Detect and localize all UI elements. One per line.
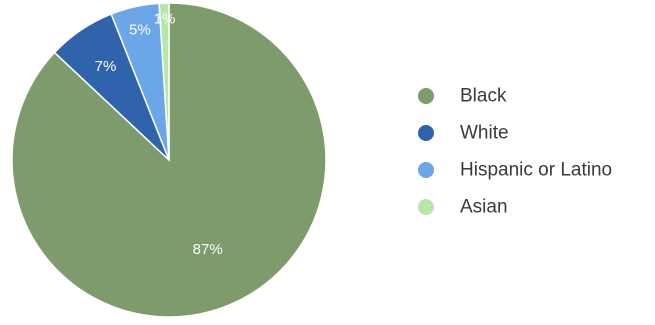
pie-slice-labels: 87% 7% 5%1% — [95, 10, 223, 258]
slice-label-hispanic-or-latino: 5% — [129, 21, 151, 38]
legend-label-asian: Asian — [460, 197, 508, 218]
slice-label-white: 7% — [95, 58, 117, 75]
legend-marker-black — [418, 88, 434, 104]
pie-slices — [11, 2, 327, 318]
legend-label-hispanic-or-latino: Hispanic or Latino — [460, 160, 612, 181]
legend-label-black: Black — [460, 86, 507, 107]
slice-label-asian: 1% — [154, 10, 176, 27]
legend: Black White Hispanic or Latino Asian — [418, 86, 612, 218]
legend-marker-asian — [418, 199, 434, 215]
pie-slice-asian — [158, 2, 170, 161]
legend-marker-hispanic-or-latino — [418, 162, 434, 178]
legend-label-white: White — [460, 123, 509, 144]
legend-marker-white — [418, 125, 434, 141]
slice-label-black: 87% — [193, 241, 223, 258]
